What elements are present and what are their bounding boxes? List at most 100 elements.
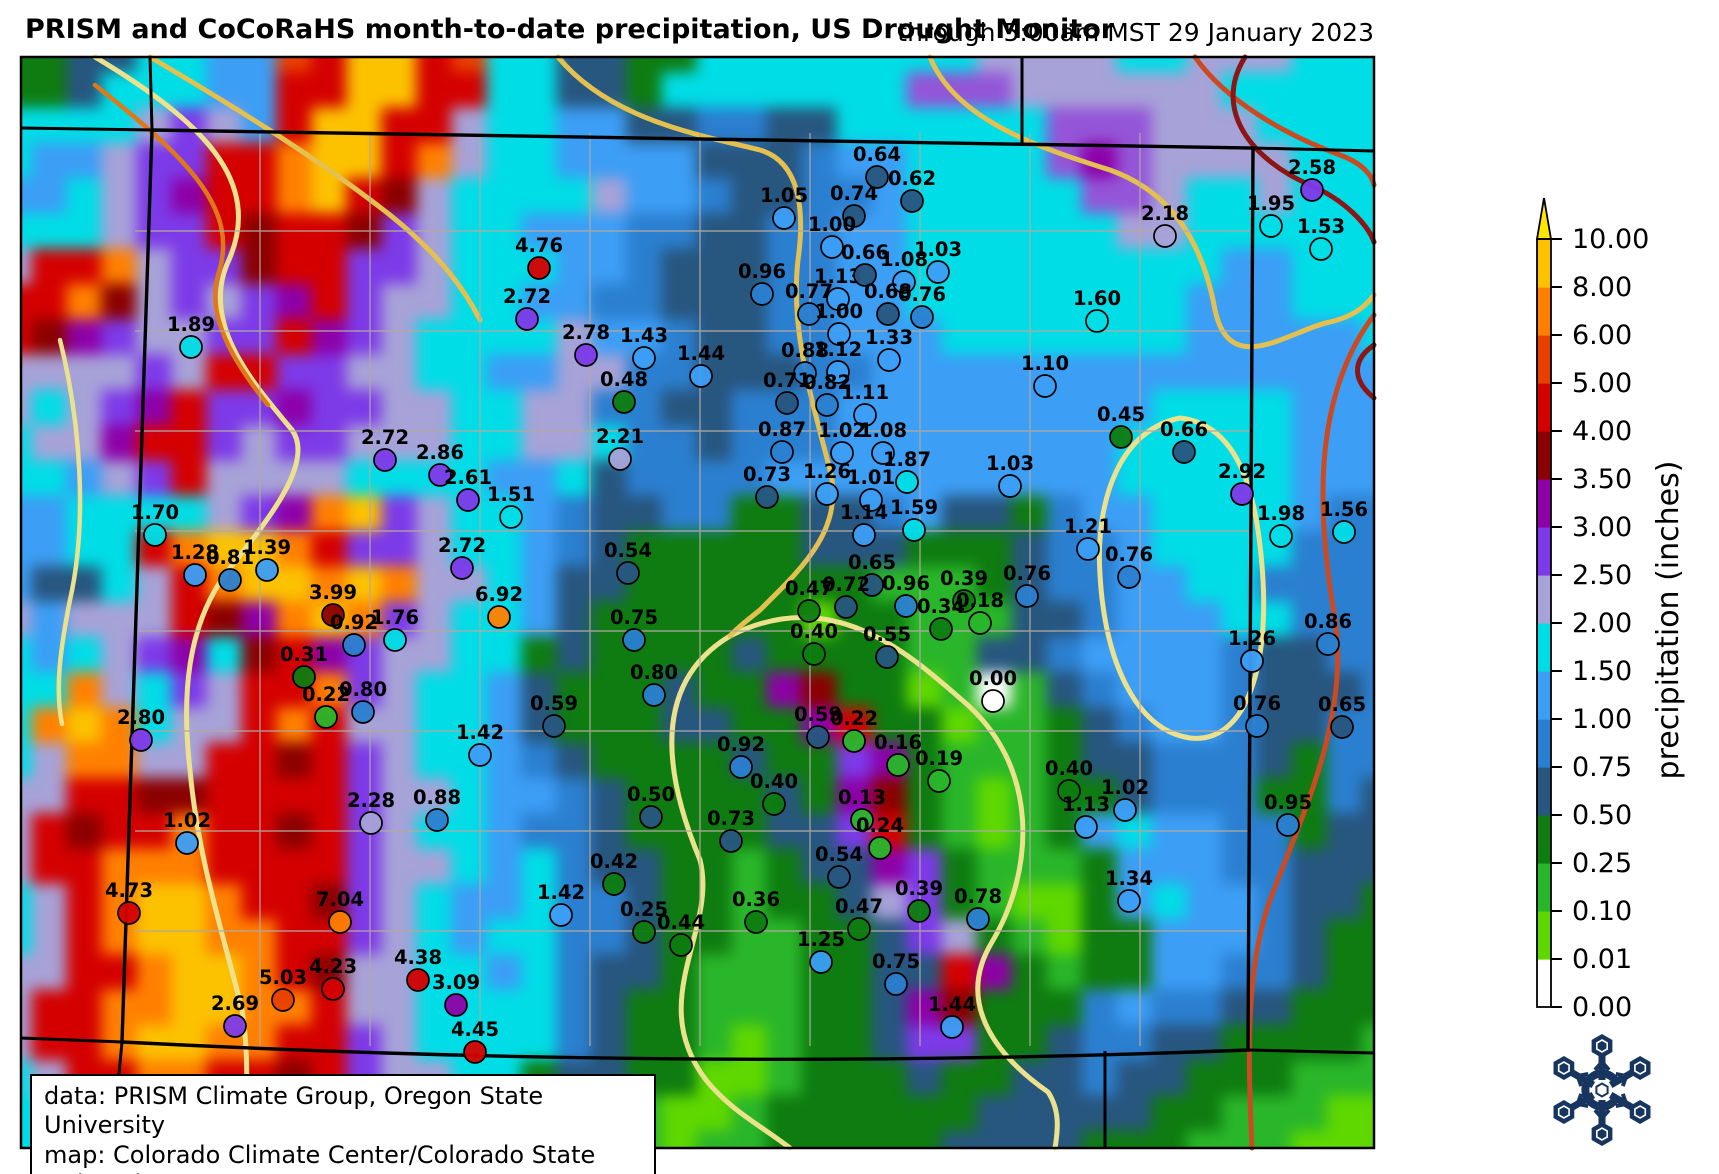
colorbar-segment [1537,527,1551,576]
station-value-label: 0.80 [630,661,678,684]
station-marker [797,599,821,623]
station-value-label: 2.86 [416,441,464,464]
station-value-label: 0.80 [339,678,387,701]
station-value-label: 1.13 [814,265,862,288]
page-title: PRISM and CoCoRaHS month-to-date precipi… [25,14,1115,45]
station-value-label: 0.87 [758,418,806,441]
station-marker [802,642,826,666]
station-marker [444,993,468,1017]
station-value-label: 1.05 [760,184,808,207]
station-marker [809,950,833,974]
station-value-label: 0.96 [738,260,786,283]
station-marker [806,725,830,749]
station-value-label: 4.76 [515,234,563,257]
station-marker [998,474,1022,498]
colorbar-tick-label: 5.00 [1572,368,1632,399]
snowflake-center-hex [1595,1082,1609,1098]
station-value-label: 0.77 [785,280,833,303]
station-value-label: 0.40 [1045,757,1093,780]
station-marker [342,633,366,657]
station-marker [175,831,199,855]
station-marker [860,573,884,597]
colorbar-tick-label: 0.10 [1572,896,1632,927]
station-marker [1316,632,1340,656]
station-marker [981,689,1005,713]
station-value-label: 1.03 [986,452,1034,475]
colorbar-segment [1537,479,1551,528]
county-lines [135,133,1250,1046]
colorbar-tick-label: 0.50 [1572,800,1632,831]
station-value-label: 0.86 [1304,610,1352,633]
station-value-label: 0.72 [822,573,870,596]
station-marker [1309,237,1333,261]
station-value-label: 0.44 [657,911,705,934]
station-value-label: 0.65 [848,551,896,574]
station-value-label: 1.51 [487,483,535,506]
station-marker [886,753,910,777]
station-marker [750,282,774,306]
station-marker [689,364,713,388]
station-value-label: 1.56 [1320,498,1368,521]
station-marker [770,440,794,464]
station-value-label: 0.39 [940,567,988,590]
station-value-label: 2.28 [347,789,395,812]
station-value-label: 7.04 [316,888,364,911]
station-marker [373,448,397,472]
station-marker [729,755,753,779]
station-value-label: 4.38 [394,946,442,969]
station-value-label: 0.66 [841,241,889,264]
station-value-label: 2.61 [444,466,492,489]
station-marker [907,899,931,923]
station-value-label: 2.78 [562,321,610,344]
station-marker [463,1040,487,1064]
station-marker [487,605,511,629]
station-marker [868,836,892,860]
station-marker [1259,214,1283,238]
station-marker [1033,374,1057,398]
station-value-label: 1.08 [859,419,907,442]
station-value-label: 0.40 [790,620,838,643]
station-value-label: 0.39 [895,877,943,900]
station-marker [1276,813,1300,837]
station-marker [966,907,990,931]
station-value-label: 0.25 [620,898,668,921]
station-value-label: 0.82 [803,371,851,394]
colorbar-segment [1537,335,1551,384]
station-value-label: 0.65 [1318,693,1366,716]
credit-data-line: data: PRISM Climate Group, Oregon State … [44,1082,544,1140]
station-marker [608,447,632,471]
colorbar-segment [1537,623,1551,672]
station-marker [830,441,854,465]
colorbar-segment [1537,911,1551,960]
station-marker [499,505,523,529]
station-value-label: 0.40 [750,770,798,793]
station-marker [1117,889,1141,913]
station-value-label: 0.00 [969,667,1017,690]
station-marker [321,603,345,627]
station-marker [143,523,167,547]
colorbar-tick-label: 1.00 [1572,704,1632,735]
station-value-label: 0.88 [413,786,461,809]
station-value-label: 0.48 [600,368,648,391]
station-marker [1113,798,1137,822]
station-marker [775,391,799,415]
station-value-label: 0.59 [794,703,842,726]
colorbar-tick-label: 1.50 [1572,656,1632,687]
station-value-label: 1.70 [131,501,179,524]
station-marker [183,563,207,587]
station-marker [1240,649,1264,673]
station-value-label: 0.76 [1003,562,1051,585]
colorbar-tick-label: 0.00 [1572,992,1632,1023]
station-layer: 1.89 4.76 2.72 2.78 1.43 1.44 0.48 2.21 1.05 0.74… [105,143,1368,1064]
station-value-label: 1.13 [1062,793,1110,816]
station-marker [815,482,839,506]
station-value-label: 0.59 [530,692,578,715]
station-marker [1230,482,1254,506]
station-value-label: 0.74 [830,182,878,205]
station-marker [428,463,452,487]
station-value-label: 1.25 [797,928,845,951]
colorbar-extend-arrow [1535,197,1553,240]
station-marker [574,343,598,367]
drought-contour-d0-central-right [727,615,1060,1151]
